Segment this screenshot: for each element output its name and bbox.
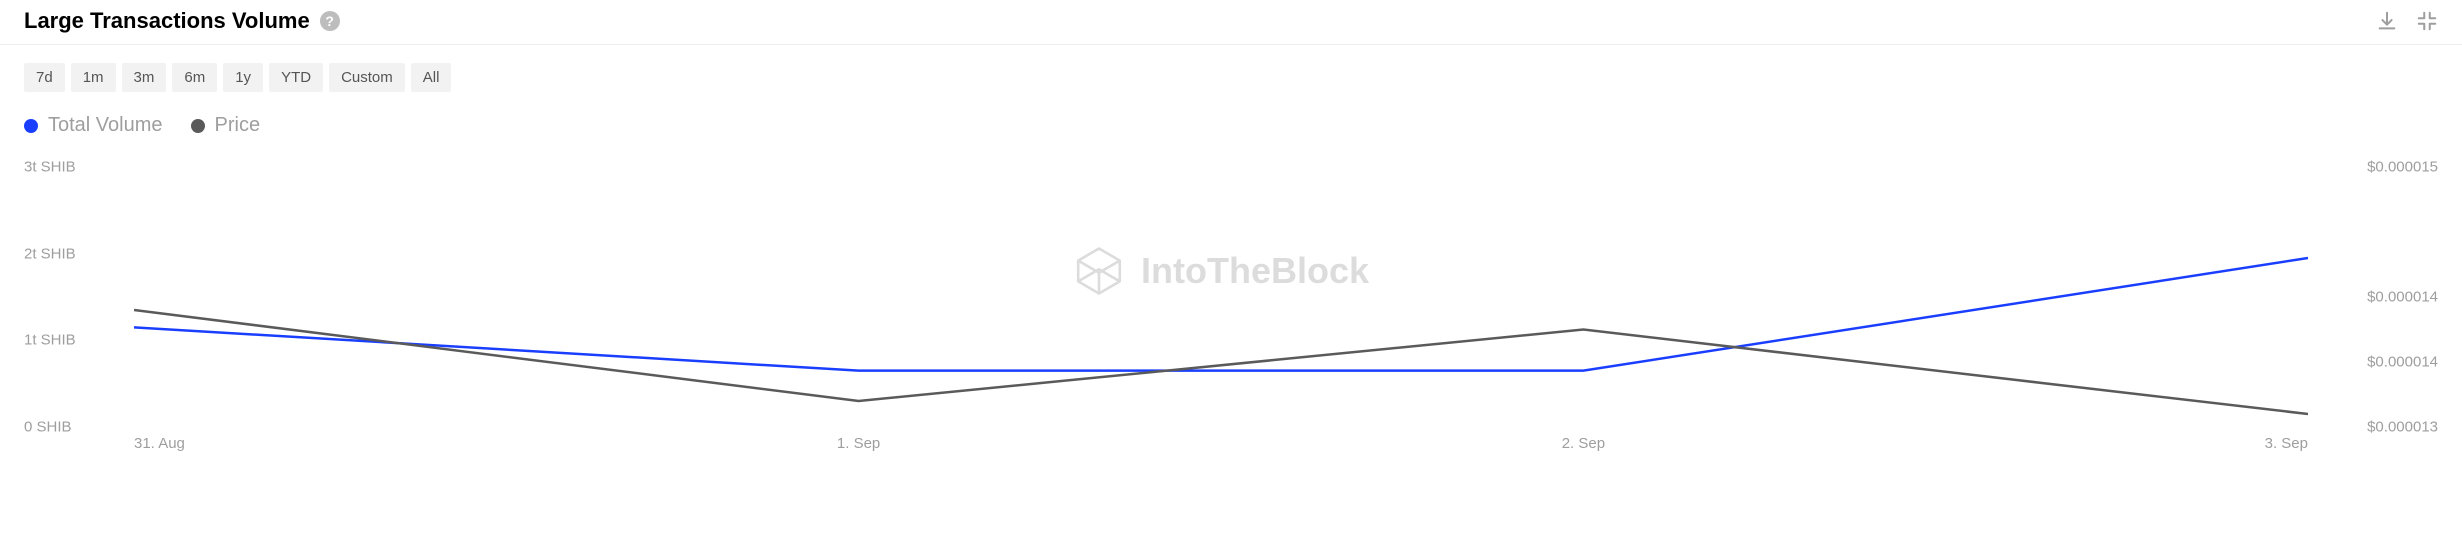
y-left-tick: 1t SHIB [24, 332, 76, 349]
collapse-icon[interactable] [2416, 10, 2438, 32]
y-right-tick: $0.000014 [2367, 289, 2438, 306]
range-1m[interactable]: 1m [71, 63, 116, 92]
legend-item-price[interactable]: Price [191, 114, 261, 137]
legend: Total Volume Price [0, 92, 2462, 137]
help-icon[interactable]: ? [320, 11, 340, 31]
series-price [134, 310, 2308, 414]
y-right-tick: $0.000014 [2367, 354, 2438, 371]
x-tick: 3. Sep [2265, 435, 2308, 452]
range-ytd[interactable]: YTD [269, 63, 323, 92]
legend-dot-volume [24, 119, 38, 133]
series-total-volume [134, 258, 2308, 371]
legend-item-volume[interactable]: Total Volume [24, 114, 163, 137]
chart-lines [134, 167, 2308, 427]
panel-title: Large Transactions Volume [24, 8, 310, 34]
header-actions [2376, 10, 2438, 32]
range-custom[interactable]: Custom [329, 63, 405, 92]
legend-label-price: Price [215, 114, 261, 137]
y-right-tick: $0.000013 [2367, 419, 2438, 436]
range-3m[interactable]: 3m [122, 63, 167, 92]
title-wrap: Large Transactions Volume ? [24, 8, 340, 34]
panel-header: Large Transactions Volume ? [0, 0, 2462, 45]
download-icon[interactable] [2376, 10, 2398, 32]
plot-area: IntoTheBlock [134, 167, 2308, 427]
range-1y[interactable]: 1y [223, 63, 263, 92]
x-tick: 1. Sep [837, 435, 880, 452]
x-axis: 31. Aug 1. Sep 2. Sep 3. Sep [134, 435, 2308, 465]
range-6m[interactable]: 6m [172, 63, 217, 92]
y-axis-right: $0.000013$0.000014$0.000014$0.000015 [2318, 167, 2438, 427]
y-axis-left: 0 SHIB1t SHIB2t SHIB3t SHIB [24, 167, 124, 427]
range-7d[interactable]: 7d [24, 63, 65, 92]
chart: 0 SHIB1t SHIB2t SHIB3t SHIB $0.000013$0.… [24, 167, 2438, 477]
range-all[interactable]: All [411, 63, 452, 92]
y-left-tick: 2t SHIB [24, 245, 76, 262]
legend-dot-price [191, 119, 205, 133]
x-tick: 31. Aug [134, 435, 185, 452]
y-left-tick: 3t SHIB [24, 159, 76, 176]
y-right-tick: $0.000015 [2367, 159, 2438, 176]
legend-label-volume: Total Volume [48, 114, 163, 137]
range-selector: 7d 1m 3m 6m 1y YTD Custom All [0, 45, 2462, 92]
x-tick: 2. Sep [1562, 435, 1605, 452]
y-left-tick: 0 SHIB [24, 419, 72, 436]
